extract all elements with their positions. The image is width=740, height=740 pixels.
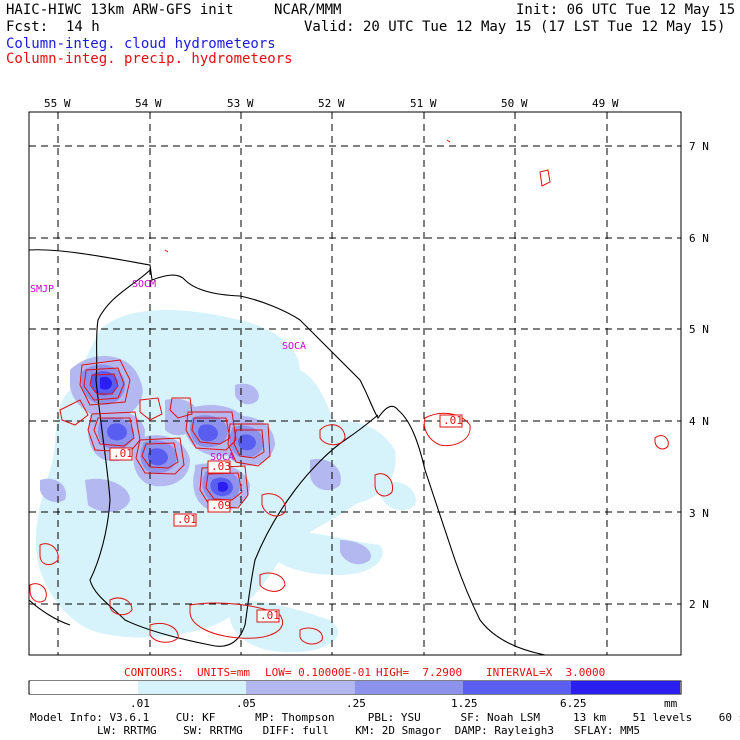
contours-interval: INTERVAL=X 3.0000 [486, 666, 606, 679]
cloud-field-core [90, 370, 256, 497]
contour-label: .01 [260, 609, 280, 622]
contours-low: LOW= 0.10000E-01 [265, 666, 371, 679]
contour-label: .03 [211, 460, 231, 473]
institution: NCAR/MMM [274, 2, 342, 18]
forecast-hour: 14 h [66, 19, 100, 35]
model-info-line2: LW: RRTMG SW: RRTMG DIFF: full KM: 2D Sm… [97, 724, 641, 737]
station-label-soca: SOCA [282, 341, 307, 352]
model-info-line1: Model Info: V3.6.1 CU: KF MP: Thompson P… [30, 711, 740, 724]
lon-label: 51 W [410, 97, 437, 110]
contours-title: CONTOURS: [124, 666, 184, 679]
contour-label: .09 [211, 499, 231, 512]
coastline [29, 249, 546, 655]
contours-high: HIGH= 7.2900 [376, 666, 463, 679]
init-time: Init: 06 UTC Tue 12 May 15 [516, 2, 736, 18]
colorbar-cell-0 [30, 681, 138, 694]
station-label-smjp: SMJP [30, 284, 55, 295]
contour-label: .01 [177, 513, 197, 526]
lat-lon-grid [29, 112, 681, 655]
lon-label: 55 W [44, 97, 71, 110]
lon-label: 50 W [501, 97, 528, 110]
colorbar-cell-5 [571, 681, 680, 694]
lat-label: 4 N [689, 415, 709, 428]
lat-label: 3 N [689, 507, 709, 520]
colorbar-unit: mm [664, 697, 678, 710]
colorbar-cell-4 [463, 681, 571, 694]
lat-label: 6 N [689, 232, 709, 245]
contours-units: UNITS=mm [197, 666, 250, 679]
lon-label: 52 W [318, 97, 345, 110]
colorbar-cell-2 [246, 681, 355, 694]
colorbar-level: 6.25 [560, 697, 587, 710]
colorbar-level: 1.25 [451, 697, 478, 710]
valid-time: Valid: 20 UTC Tue 12 May 15 (17 LST Tue … [304, 19, 726, 35]
colorbar-level: .01 [130, 697, 150, 710]
lat-label: 5 N [689, 323, 709, 336]
colorbar-cell-3 [355, 681, 463, 694]
colorbar-level: .05 [236, 697, 256, 710]
legend-cloud-hydrometeors: Column-integ. cloud hydrometeors [6, 36, 276, 52]
map-frame [28, 111, 682, 656]
forecast-label: Fcst: [6, 19, 49, 35]
model-title: HAIC-HIWC 13km ARW-GFS init [6, 2, 234, 18]
lon-label: 49 W [592, 97, 619, 110]
station-label-socm: SOCM [132, 279, 157, 290]
station-label-soca-2: SOCA [210, 452, 235, 463]
lon-label: 54 W [135, 97, 162, 110]
contour-label-boxes [109, 414, 463, 623]
lat-label: 7 N [689, 140, 709, 153]
colorbar-cell-1 [138, 681, 246, 694]
contour-label: .01 [443, 414, 463, 427]
lon-label: 53 W [227, 97, 254, 110]
legend-precip-hydrometeors: Column-integ. precip. hydrometeors [6, 51, 293, 67]
contour-label: .01 [113, 447, 133, 460]
colorbar-level: .25 [346, 697, 366, 710]
lat-label: 2 N [689, 598, 709, 611]
